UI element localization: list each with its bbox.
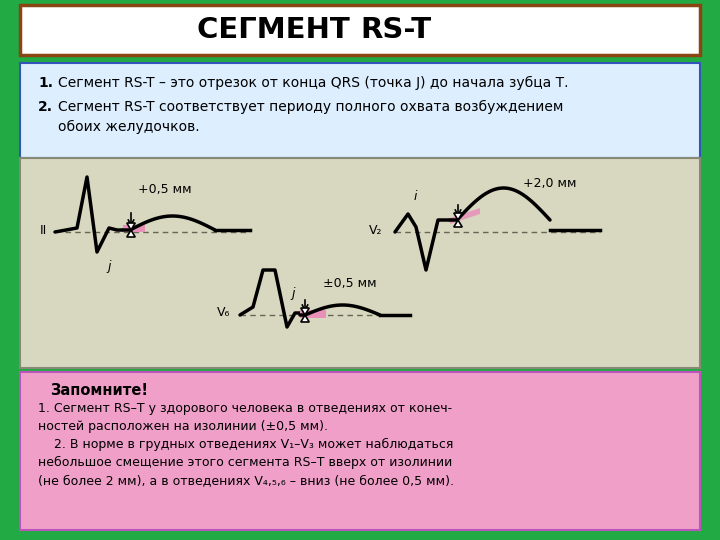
Text: Сегмент RS-T соответствует периоду полного охвата возбуждением: Сегмент RS-T соответствует периоду полно… — [58, 100, 563, 114]
Polygon shape — [127, 223, 135, 230]
Text: j: j — [107, 260, 111, 273]
Polygon shape — [450, 208, 480, 224]
Text: Сегмент RS-T – это отрезок от конца QRS (точка J) до начала зубца Т.: Сегмент RS-T – это отрезок от конца QRS … — [58, 76, 569, 90]
Text: 1.: 1. — [38, 76, 53, 90]
Text: 2. В норме в грудных отведениях V₁–V₃ может наблюдаться: 2. В норме в грудных отведениях V₁–V₃ мо… — [38, 438, 454, 451]
Text: +2,0 мм: +2,0 мм — [523, 178, 577, 191]
Text: i: i — [413, 190, 417, 203]
Polygon shape — [454, 220, 462, 227]
FancyBboxPatch shape — [20, 5, 700, 55]
Text: V₂: V₂ — [369, 224, 382, 237]
Polygon shape — [127, 230, 135, 237]
Text: Запомните!: Запомните! — [50, 383, 148, 398]
FancyBboxPatch shape — [20, 372, 700, 530]
Polygon shape — [454, 213, 462, 220]
FancyBboxPatch shape — [20, 63, 700, 158]
Text: 1. Сегмент RS–T у здорового человека в отведениях от конеч-: 1. Сегмент RS–T у здорового человека в о… — [38, 402, 452, 415]
FancyBboxPatch shape — [20, 158, 700, 368]
Text: обоих желудочков.: обоих желудочков. — [58, 120, 199, 134]
Text: V₆: V₆ — [217, 307, 230, 320]
Text: (не более 2 мм), а в отведениях V₄,₅,₆ – вниз (не более 0,5 мм).: (не более 2 мм), а в отведениях V₄,₅,₆ –… — [38, 474, 454, 487]
Text: II: II — [40, 224, 47, 237]
Text: 2.: 2. — [38, 100, 53, 114]
Text: +0,5 мм: +0,5 мм — [138, 184, 192, 197]
Text: j: j — [292, 287, 294, 300]
Text: ностей расположен на изолинии (±0,5 мм).: ностей расположен на изолинии (±0,5 мм). — [38, 420, 328, 433]
Text: RS-T: RS-T — [360, 16, 431, 44]
Text: ±0,5 мм: ±0,5 мм — [323, 276, 377, 289]
Text: СЕГМЕНТ: СЕГМЕНТ — [197, 16, 360, 44]
Text: небольшое смещение этого сегмента RS–T вверх от изолинии: небольшое смещение этого сегмента RS–T в… — [38, 456, 452, 469]
FancyBboxPatch shape — [300, 310, 326, 318]
FancyBboxPatch shape — [123, 225, 145, 232]
Polygon shape — [301, 315, 309, 322]
Polygon shape — [301, 308, 309, 315]
